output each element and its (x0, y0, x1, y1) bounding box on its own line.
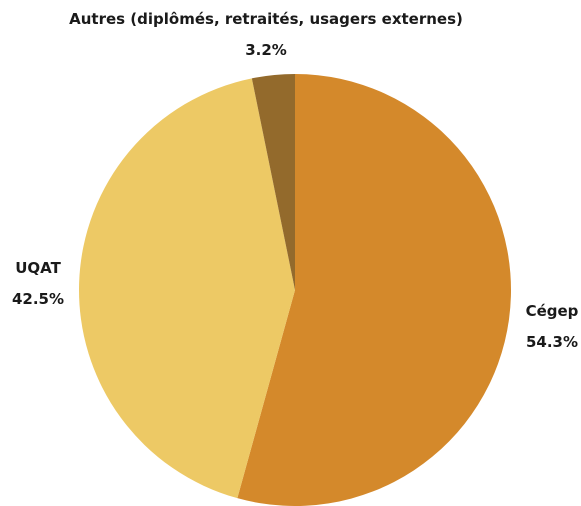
slice-label-uqat-value: 42.5% (12, 290, 64, 308)
slice-label-cegep-name: Cégep (526, 302, 579, 320)
slice-label-cegep-value: 54.3% (526, 333, 578, 351)
pie-slice-cegep (237, 74, 511, 506)
pie-slices (79, 74, 511, 506)
pie-labels: Cégep 54.3% UQAT 42.5% Autres (diplômés,… (12, 10, 579, 351)
slice-label-autres-value: 3.2% (245, 41, 287, 59)
pie-slice-autres (251, 74, 295, 290)
slice-label-uqat-name: UQAT (15, 259, 61, 277)
pie-slice-uqat (79, 78, 295, 499)
slice-label-autres-name: Autres (diplômés, retraités, usagers ext… (69, 10, 463, 28)
